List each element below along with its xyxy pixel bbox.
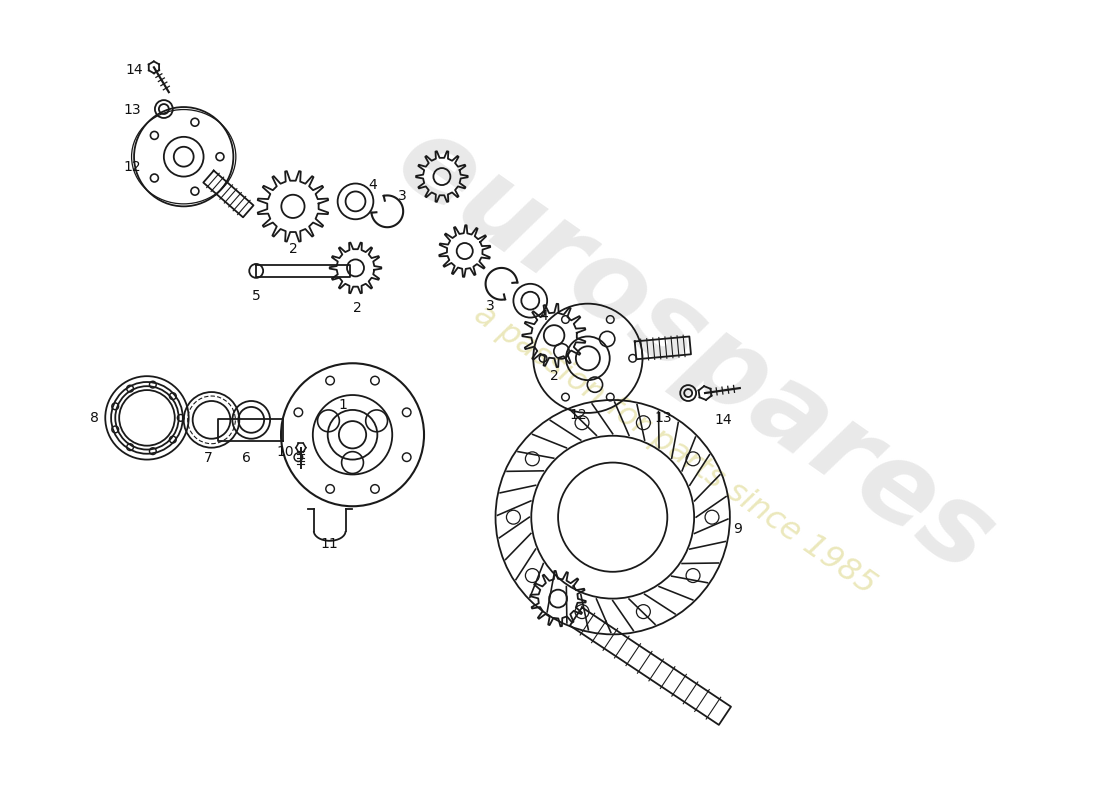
- Text: 12: 12: [123, 160, 141, 174]
- Text: 7: 7: [205, 450, 213, 465]
- Text: 11: 11: [321, 537, 339, 551]
- Text: 13: 13: [654, 411, 672, 425]
- Text: 14: 14: [125, 63, 143, 78]
- Text: 4: 4: [368, 178, 377, 191]
- Text: 5: 5: [252, 289, 261, 302]
- Text: eurospares: eurospares: [376, 105, 1013, 596]
- Text: a passion for parts since 1985: a passion for parts since 1985: [469, 298, 882, 601]
- Text: 1: 1: [338, 398, 346, 412]
- Text: 14: 14: [714, 413, 732, 427]
- Text: 2: 2: [550, 369, 559, 383]
- Text: 10: 10: [276, 445, 294, 458]
- Text: 3: 3: [398, 190, 407, 203]
- Text: 13: 13: [123, 103, 141, 117]
- Text: 2: 2: [353, 301, 362, 314]
- Text: 2: 2: [288, 242, 297, 256]
- Text: 3: 3: [486, 298, 495, 313]
- Text: 8: 8: [90, 411, 99, 425]
- Text: 6: 6: [242, 450, 251, 465]
- Text: 12: 12: [569, 408, 586, 422]
- Text: 4: 4: [540, 309, 549, 322]
- Text: 9: 9: [734, 522, 742, 536]
